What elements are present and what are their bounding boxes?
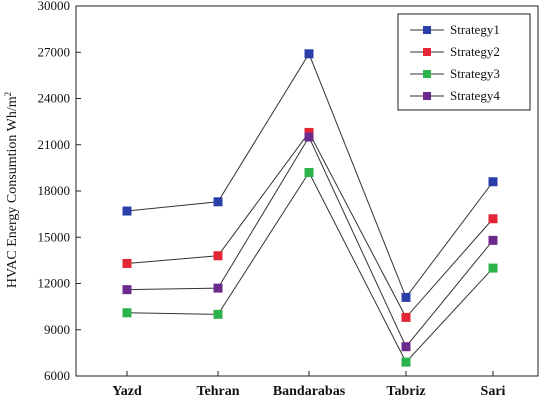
legend-marker (423, 48, 431, 56)
series-strategy2 (122, 127, 498, 322)
data-point-marker (213, 309, 223, 319)
legend-marker (423, 92, 431, 100)
data-point-marker (304, 132, 314, 142)
legend: Strategy1 Strategy2 Strategy3 Strategy4 (397, 13, 531, 111)
data-point-marker (304, 168, 314, 177)
x-axis: Yazd Tehran Bandarabas Tabriz Sari (112, 371, 506, 399)
legend-marker (423, 70, 431, 78)
data-point-marker (213, 197, 223, 207)
y-axis: 6000 9000 12000 15000 18000 21000 24000 27000 30… (38, 0, 81, 383)
y-tick-label: 9000 (44, 322, 70, 337)
data-point-marker (401, 312, 411, 322)
data-point-marker (304, 49, 314, 59)
data-point-marker (122, 285, 132, 295)
data-point-marker (401, 292, 411, 302)
series-strategy3 (122, 168, 498, 367)
data-point-marker (488, 177, 498, 187)
y-tick-label: 30000 (38, 0, 71, 13)
series-strategy1 (122, 49, 498, 302)
data-point-marker (401, 357, 411, 367)
y-tick-label: 27000 (38, 44, 71, 59)
legend-label: Strategy1 (450, 22, 500, 37)
x-category-label: Tabriz (386, 384, 425, 399)
legend-label: Strategy2 (450, 44, 500, 59)
data-point-marker (213, 283, 223, 293)
y-tick-label: 18000 (38, 183, 71, 198)
series-strategy4 (122, 132, 498, 352)
series-layer (122, 49, 498, 367)
y-tick-label: 12000 (38, 276, 71, 291)
data-point-marker (213, 251, 223, 261)
legend-label: Strategy4 (450, 88, 500, 103)
x-category-label: Sari (481, 384, 506, 399)
legend-marker (423, 26, 431, 34)
data-point-marker (488, 263, 498, 273)
y-tick-label: 21000 (38, 137, 71, 152)
data-point-marker (401, 342, 411, 352)
y-tick-label: 24000 (38, 91, 71, 106)
y-tick-label: 6000 (44, 368, 70, 383)
data-point-marker (122, 206, 132, 216)
y-axis-title-superscript: 2 (3, 92, 13, 97)
y-axis-title: HVAC Energy Consumtion Wh/m2 (3, 92, 20, 288)
data-point-marker (122, 258, 132, 268)
series-line (126, 131, 494, 319)
series-line (126, 171, 494, 363)
data-point-marker (488, 235, 498, 245)
legend-label: Strategy3 (450, 66, 500, 81)
x-category-label: Bandarabas (273, 384, 346, 399)
data-point-marker (488, 214, 498, 224)
data-point-marker (122, 308, 132, 318)
y-tick-label: 15000 (38, 229, 71, 244)
x-category-label: Tehran (196, 384, 239, 399)
x-category-label: Yazd (112, 384, 142, 399)
y-axis-title-text: HVAC Energy Consumtion Wh/m (5, 96, 20, 288)
